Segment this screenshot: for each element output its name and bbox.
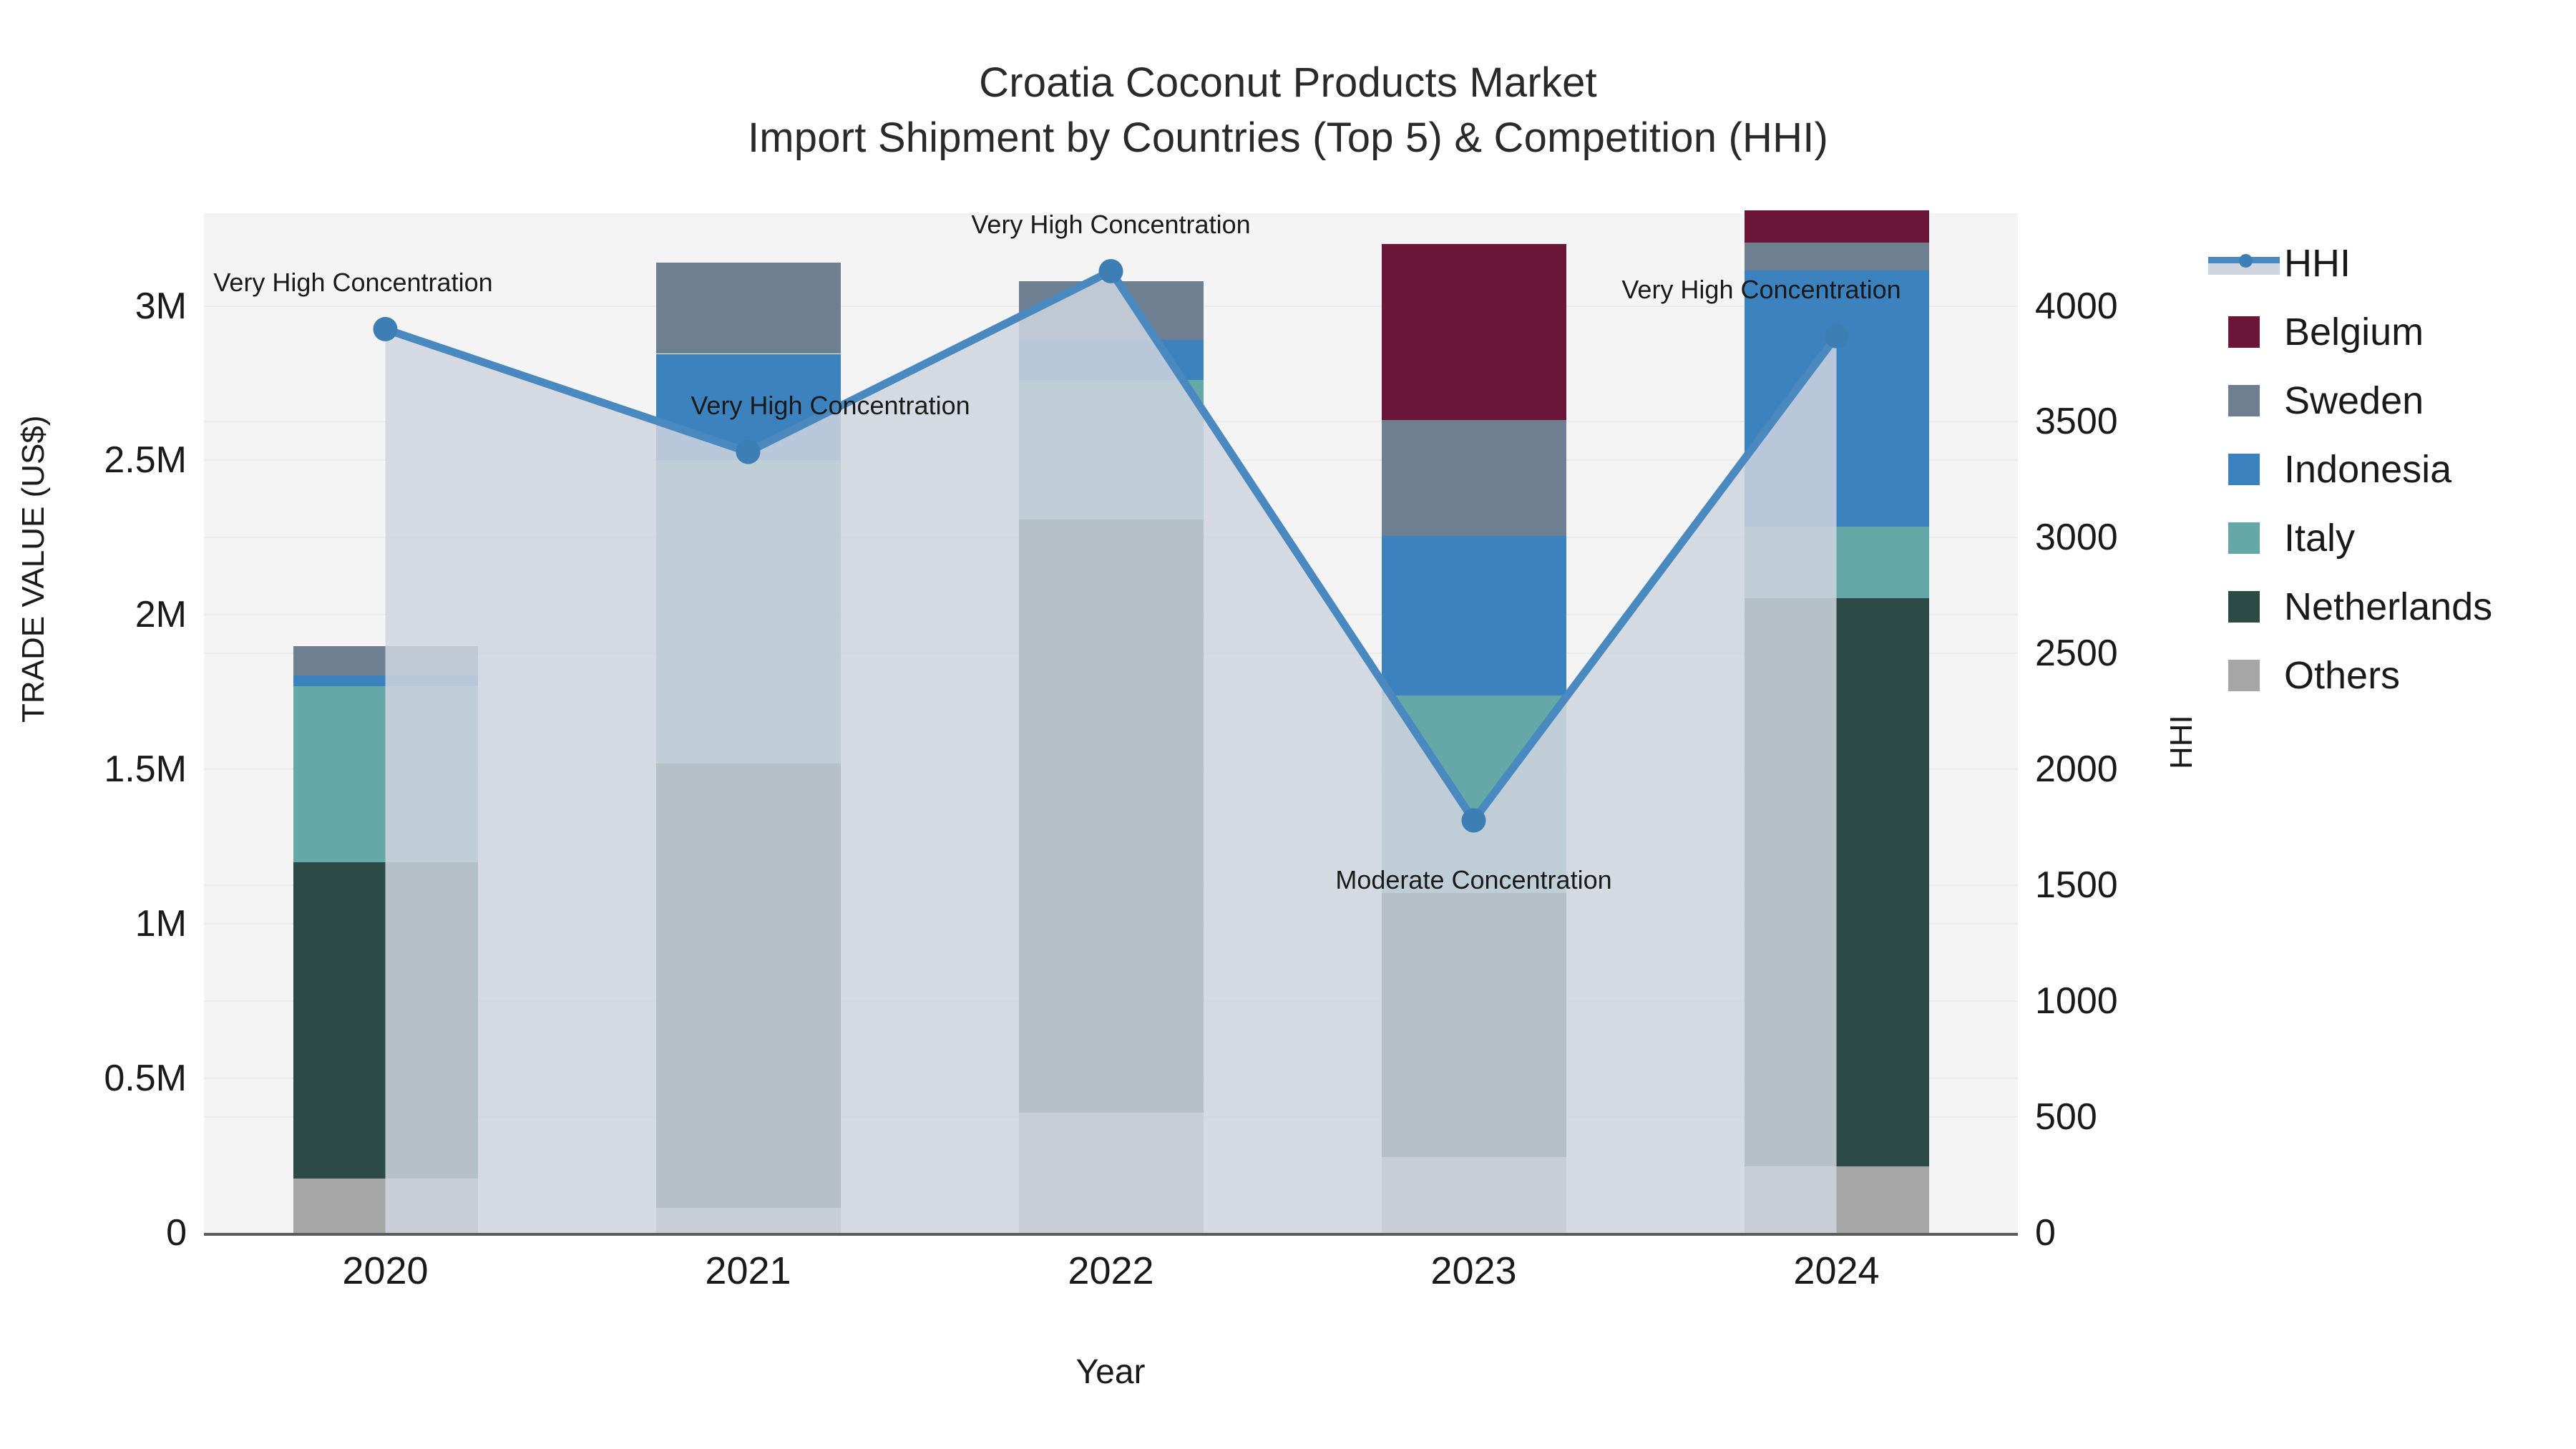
hhi-marker-2021[interactable] [736,439,761,464]
annotation-2024: Very High Concentration [1621,274,1901,304]
x-tick-2022: 2022 [1068,1249,1154,1292]
annotation-2023: Moderate Concentration [1335,864,1612,894]
x-tick-2024: 2024 [1793,1249,1880,1292]
legend-label-netherlands: Netherlands [2284,585,2493,628]
x-axis-label: Year [1075,1353,1146,1391]
legend-label-others: Others [2284,654,2401,697]
y-tick-left-2.5M: 2.5M [104,439,187,482]
legend-swatch-indonesia [2228,454,2260,485]
legend-item-sweden[interactable]: Sweden [2208,366,2566,435]
legend-swatch-sweden [2228,385,2260,416]
y-axis-right-label: HHI [2164,715,2199,769]
legend-marker-dot-icon [2239,254,2253,268]
y-tick-right-2000: 2000 [2035,748,2118,791]
legend-item-hhi[interactable]: HHI [2208,229,2566,298]
bar-segment-sweden-2023[interactable] [1381,420,1566,537]
legend-label-belgium: Belgium [2284,311,2424,353]
chart-title-line-1: Croatia Coconut Products Market [979,59,1597,106]
hhi-marker-2023[interactable] [1461,808,1486,833]
legend-line-icon [2208,248,2280,279]
annotation-2021: Very High Concentration [691,390,970,420]
bar-segment-belgium-2024[interactable] [1744,210,1929,243]
chart-title-line-2: Import Shipment by Countries (Top 5) & C… [747,114,1829,161]
y-axis-left-label: TRADE VALUE (US$) [16,415,51,723]
bar-segment-sweden-2021[interactable] [655,263,841,354]
hhi-marker-2022[interactable] [1098,258,1123,283]
legend-area-swatch [2208,263,2280,275]
legend-label-hhi: HHI [2284,242,2351,285]
y-tick-right-1500: 1500 [2035,864,2118,907]
plot-area: Very High Concentration Very High Concent… [204,209,2018,1234]
y-tick-right-2500: 2500 [2035,633,2118,675]
legend: HHI Belgium Sweden Indonesia Italy Netherland… [2208,229,2566,710]
hhi-marker-2020[interactable] [373,316,398,341]
legend-swatch-italy [2228,522,2260,554]
x-tick-2021: 2021 [705,1249,791,1292]
y-tick-right-4000: 4000 [2035,285,2118,327]
legend-swatch-others [2228,660,2260,691]
chart-title: Croatia Coconut Products Market Import S… [0,56,2576,165]
legend-item-italy[interactable]: Italy [2208,504,2566,572]
x-axis-line [204,1233,2018,1236]
hhi-marker-2024[interactable] [1824,323,1849,348]
annotation-2020: Very High Concentration [213,267,493,297]
y-tick-left-0: 0 [166,1212,187,1254]
legend-item-belgium[interactable]: Belgium [2208,298,2566,366]
bar-segment-indonesia-2023[interactable] [1381,536,1566,696]
y-tick-left-2M: 2M [135,594,187,636]
y-tick-right-3500: 3500 [2035,401,2118,443]
legend-swatch-belgium [2228,316,2260,348]
legend-item-netherlands[interactable]: Netherlands [2208,572,2566,641]
bar-segment-sweden-2024[interactable] [1744,243,1929,270]
y-tick-left-1M: 1M [135,903,187,945]
legend-label-sweden: Sweden [2284,379,2424,422]
y-tick-left-1.5M: 1.5M [104,748,187,791]
annotation-2022: Very High Concentration [971,209,1251,239]
hhi-line-series [373,258,1849,1233]
legend-item-indonesia[interactable]: Indonesia [2208,435,2566,504]
legend-label-italy: Italy [2284,517,2356,560]
y-tick-left-0.5M: 0.5M [104,1058,187,1100]
legend-label-indonesia: Indonesia [2284,448,2452,491]
y-tick-left-3M: 3M [135,285,187,327]
hhi-area-fill [385,270,1837,1233]
bar-segment-belgium-2023[interactable] [1381,244,1566,421]
y-tick-right-0: 0 [2035,1212,2056,1254]
x-tick-2023: 2023 [1430,1249,1517,1292]
y-tick-right-3000: 3000 [2035,517,2118,559]
x-tick-2020: 2020 [342,1249,429,1292]
y-tick-right-500: 500 [2035,1096,2097,1138]
legend-swatch-netherlands [2228,591,2260,623]
y-tick-right-1000: 1000 [2035,980,2118,1023]
legend-item-others[interactable]: Others [2208,641,2566,710]
